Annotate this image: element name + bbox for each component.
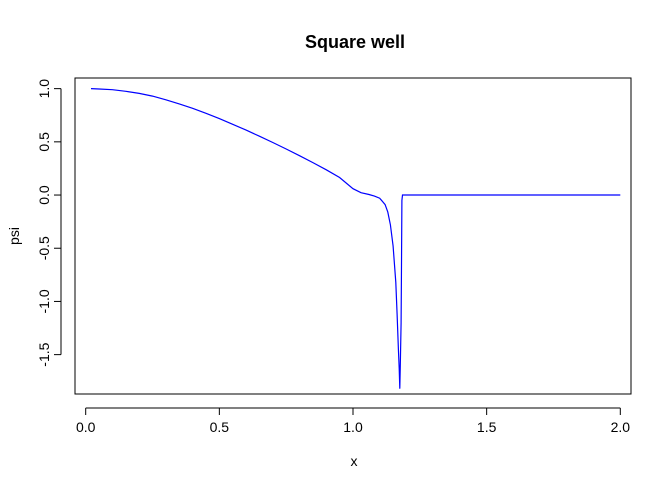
y-axis: -1.5 -1.0 -0.5 0.0 0.5 1.0 (36, 79, 62, 367)
x-tick-label: 0.5 (210, 419, 230, 435)
y-tick-label: -0.5 (36, 236, 52, 260)
y-tick-label: -1.5 (36, 342, 52, 366)
x-tick-label: 1.5 (477, 419, 497, 435)
plot-area-border (74, 77, 632, 395)
x-axis: 0.0 0.5 1.0 1.5 2.0 (76, 407, 631, 435)
x-tick-label: 1.0 (343, 419, 363, 435)
y-tick-label: 1.0 (36, 79, 52, 99)
y-tick-label: 0.0 (36, 185, 52, 205)
x-tick-label: 2.0 (611, 419, 631, 435)
y-axis-label: psi (6, 227, 22, 245)
x-axis-label: x (351, 453, 358, 469)
series-line (90, 88, 621, 389)
x-tick-label: 0.0 (76, 419, 96, 435)
y-tick-label: -1.0 (36, 289, 52, 313)
chart-title: Square well (305, 32, 405, 52)
y-tick-label: 0.5 (36, 132, 52, 152)
